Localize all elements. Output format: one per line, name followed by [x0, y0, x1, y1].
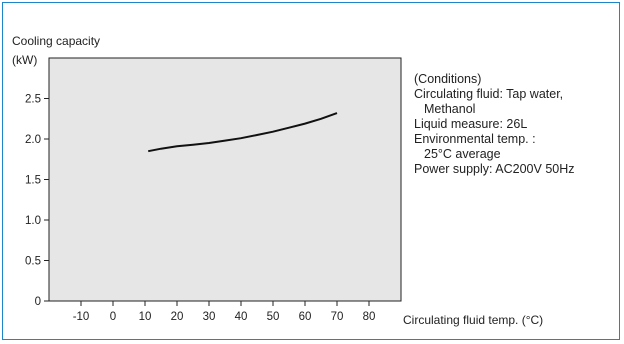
x-tick-label: 40: [235, 311, 248, 323]
conditions-power-supply: Power supply: AC200V 50Hz: [414, 162, 575, 176]
x-tick-label: 30: [203, 311, 216, 323]
y-tick-label: 0: [35, 296, 41, 308]
conditions-env-temp-value: 25°C average: [424, 147, 501, 161]
x-tick-label: 70: [331, 311, 344, 323]
conditions-heading: (Conditions): [414, 72, 481, 86]
y-axis-unit: (kW): [12, 53, 37, 67]
conditions-fluid: Circulating fluid: Tap water,: [414, 87, 563, 101]
y-axis: 0 0.5 1.0 1.5 2.0 2.5: [25, 94, 49, 308]
x-tick-label: 80: [363, 311, 376, 323]
x-tick-label: -10: [73, 311, 90, 323]
x-axis-title: Circulating fluid temp. (°C): [403, 313, 543, 327]
conditions-fluid-cont: Methanol: [424, 102, 475, 116]
y-tick-label: 2.5: [25, 94, 41, 106]
x-tick-label: 10: [139, 311, 152, 323]
plot-area: [48, 57, 402, 302]
conditions-env-temp: Environmental temp. :: [414, 132, 536, 146]
x-tick-label: 50: [267, 311, 280, 323]
y-tick-label: 2.0: [25, 134, 41, 146]
x-tick-label: 20: [171, 311, 184, 323]
x-tick-label: 0: [110, 311, 116, 323]
y-tick-label: 1.5: [25, 175, 41, 187]
y-tick-label: 0.5: [25, 256, 41, 268]
series-line: [148, 112, 338, 153]
y-axis-title: Cooling capacity: [12, 34, 100, 48]
y-tick-label: 1.0: [25, 215, 41, 227]
conditions-liquid-measure: Liquid measure: 26L: [414, 117, 527, 131]
x-tick-label: 60: [299, 311, 312, 323]
conditions-note: (Conditions) Circulating fluid: Tap wate…: [414, 72, 575, 176]
x-axis: -10 0 10 20 30 40 50 60 70 80: [73, 301, 376, 323]
